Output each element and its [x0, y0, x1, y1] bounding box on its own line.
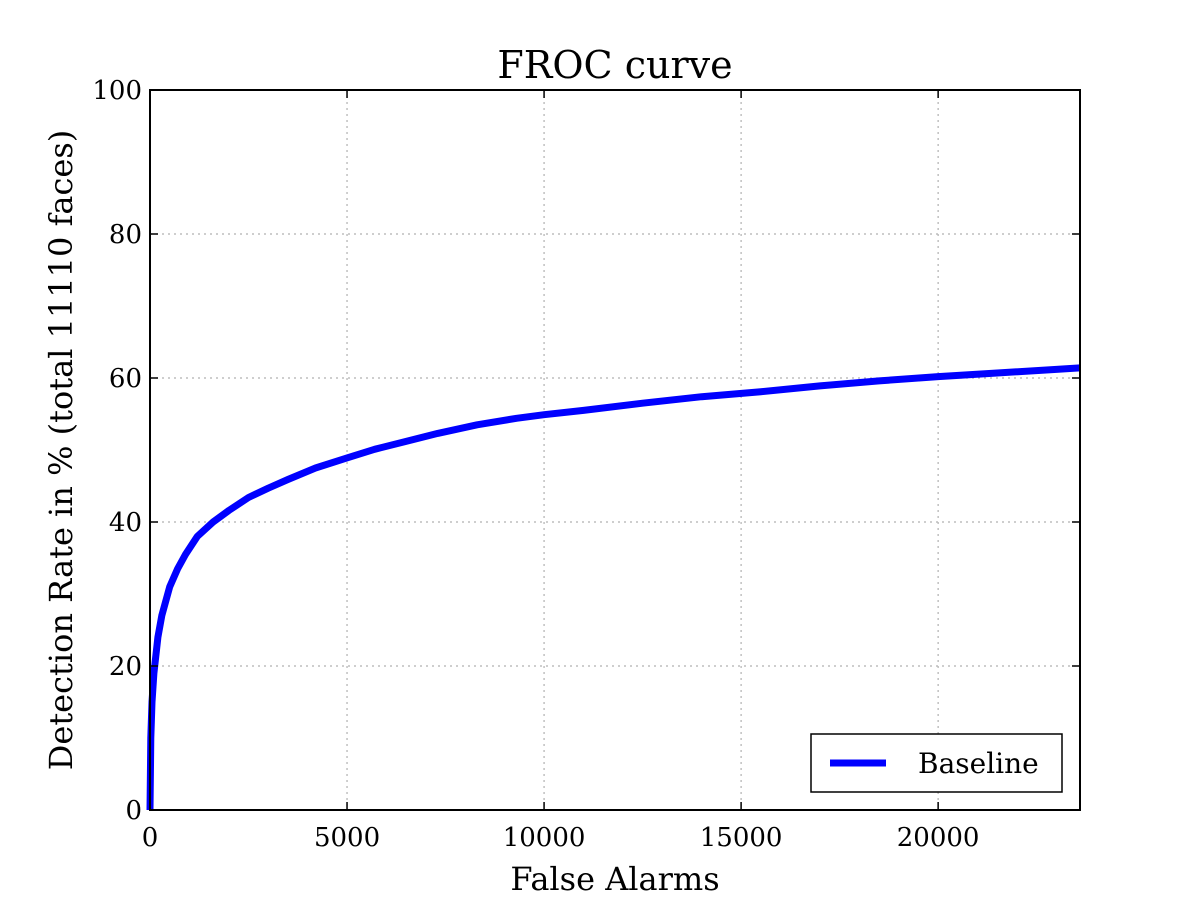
legend: Baseline — [810, 733, 1063, 793]
x-tick-label: 10000 — [503, 823, 586, 853]
series-layer — [146, 364, 1081, 811]
y-tick-label: 80 — [109, 220, 142, 250]
legend-label-baseline: Baseline — [918, 747, 1039, 780]
y-tick-label: 0 — [125, 796, 142, 826]
grid-lines — [149, 89, 1080, 811]
x-tick-label: 0 — [142, 823, 159, 853]
x-tick-label: 20000 — [897, 823, 980, 853]
x-tick-label: 5000 — [314, 823, 380, 853]
x-tick-label: 15000 — [700, 823, 783, 853]
series-line-baseline — [146, 364, 1081, 811]
chart-title: FROC curve — [497, 43, 732, 87]
x-axis-label: False Alarms — [510, 860, 719, 898]
y-tick-label: 40 — [109, 508, 142, 538]
y-tick-label: 60 — [109, 364, 142, 394]
y-axis-label: Detection Rate in % (total 11110 faces) — [42, 130, 80, 771]
y-tick-label: 100 — [92, 76, 142, 106]
y-tick-label: 20 — [109, 652, 142, 682]
axis-ticks: 0 5000 10000 15000 20000 0 20 40 60 80 100 — [92, 76, 1080, 853]
plot-frame — [149, 89, 1081, 811]
